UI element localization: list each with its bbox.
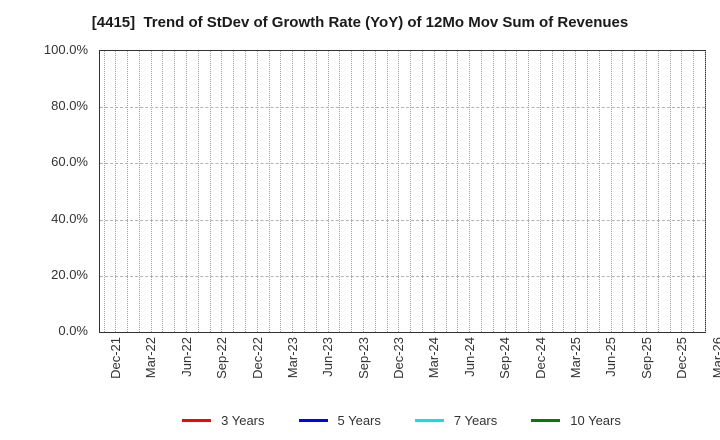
x-tick-label: Jun-25 <box>603 337 619 377</box>
gridline-vertical <box>480 51 482 332</box>
gridline-vertical <box>681 51 683 332</box>
gridline-vertical <box>304 51 305 332</box>
gridline-vertical <box>327 51 329 332</box>
gridline-vertical <box>221 51 223 332</box>
gridline-vertical <box>351 51 353 332</box>
gridline-vertical <box>693 51 695 332</box>
gridline-vertical <box>410 51 412 332</box>
legend-label: 5 Years <box>337 412 381 428</box>
gridline-vertical <box>551 51 553 332</box>
gridline-horizontal <box>100 275 705 277</box>
gridline-vertical <box>315 51 317 332</box>
x-tick-label: Dec-22 <box>249 337 265 379</box>
gridline-vertical <box>174 51 176 332</box>
y-tick-label: 20.0% <box>51 266 88 282</box>
legend-line-swatch <box>414 418 444 422</box>
x-tick-label: Mar-26 <box>709 337 720 379</box>
gridline-vertical <box>103 51 105 332</box>
x-tick-label: Mar-24 <box>426 337 442 379</box>
legend-item-10-years: 10 Years <box>531 413 621 428</box>
x-tick-label: Dec-21 <box>108 337 123 379</box>
gridline-vertical <box>233 51 235 332</box>
legend: 3 Years 5 Years 7 Years 10 Years <box>99 406 704 434</box>
gridline-vertical <box>268 51 270 332</box>
gridline-vertical <box>150 51 152 332</box>
y-tick-label: 100.0% <box>43 42 88 57</box>
x-tick-label: Dec-23 <box>391 337 407 379</box>
gridline-vertical <box>209 51 211 332</box>
gridline-horizontal <box>100 219 705 221</box>
y-tick-label: 60.0% <box>51 154 88 170</box>
x-tick-label: Sep-25 <box>638 337 654 379</box>
gridline-horizontal <box>100 107 705 109</box>
gridline-vertical <box>457 51 459 332</box>
y-tick-label: 40.0% <box>51 210 88 226</box>
gridline-vertical <box>669 51 671 332</box>
gridline-vertical <box>646 51 648 332</box>
gridline-vertical <box>587 51 589 332</box>
gridline-vertical <box>563 51 565 332</box>
x-tick-label: Mar-23 <box>284 337 300 379</box>
gridline-vertical <box>245 51 247 332</box>
legend-label: 10 Years <box>570 412 621 428</box>
x-tick-label: Sep-24 <box>497 337 513 379</box>
gridline-vertical <box>398 51 400 332</box>
gridline-vertical <box>362 51 364 332</box>
legend-label: 3 Years <box>221 412 265 428</box>
chart-title: [4415] Trend of StDev of Growth Rate (Yo… <box>91 14 629 31</box>
gridline-vertical <box>445 51 447 332</box>
gridline-vertical <box>705 51 706 332</box>
gridline-vertical <box>598 51 600 332</box>
gridline-vertical <box>610 51 612 332</box>
gridline-vertical <box>256 51 258 332</box>
y-tick-label: 0.0% <box>58 323 88 338</box>
gridline-vertical <box>292 51 294 332</box>
gridline-vertical <box>386 51 388 332</box>
legend-label: 7 Years <box>453 412 498 428</box>
x-tick-label: Sep-22 <box>214 337 230 379</box>
gridline-horizontal <box>100 163 705 165</box>
gridline-vertical <box>280 51 282 332</box>
legend-item-5-years: 5 Years <box>298 412 381 428</box>
gridline-vertical <box>374 51 376 332</box>
gridline-vertical <box>433 51 435 332</box>
gridline-vertical <box>115 51 117 332</box>
gridline-vertical <box>197 51 199 332</box>
gridline-vertical <box>186 51 188 332</box>
x-tick-label: Jun-22 <box>178 337 194 377</box>
legend-item-3-years: 3 Years <box>182 412 265 428</box>
gridline-vertical <box>162 51 164 332</box>
x-tick-label: Dec-25 <box>674 337 690 379</box>
gridline-vertical <box>138 51 140 332</box>
gridline-vertical <box>539 51 541 332</box>
x-tick-label: Jun-23 <box>320 337 336 377</box>
plot-area <box>99 50 706 333</box>
gridline-vertical <box>339 51 341 332</box>
legend-line-swatch <box>531 418 561 422</box>
legend-line-swatch <box>182 418 212 422</box>
gridline-vertical <box>127 51 129 332</box>
legend-item-7-years: 7 Years <box>414 412 498 428</box>
gridline-vertical <box>492 51 494 332</box>
x-tick-label: Dec-24 <box>532 337 548 379</box>
gridline-vertical <box>657 51 659 332</box>
x-tick-label: Sep-23 <box>355 337 371 379</box>
legend-line-swatch <box>298 418 328 422</box>
x-tick-label: Mar-22 <box>143 337 159 379</box>
gridline-vertical <box>504 51 506 332</box>
gridline-vertical <box>421 51 423 332</box>
gridline-vertical <box>516 51 518 332</box>
gridline-vertical <box>634 51 636 332</box>
gridline-vertical <box>528 51 530 332</box>
y-tick-label: 80.0% <box>51 98 88 114</box>
x-tick-label: Mar-25 <box>567 337 583 379</box>
x-tick-label: Jun-24 <box>461 337 477 377</box>
gridline-vertical <box>622 51 624 332</box>
gridline-vertical <box>469 51 471 332</box>
gridline-vertical <box>575 51 577 332</box>
